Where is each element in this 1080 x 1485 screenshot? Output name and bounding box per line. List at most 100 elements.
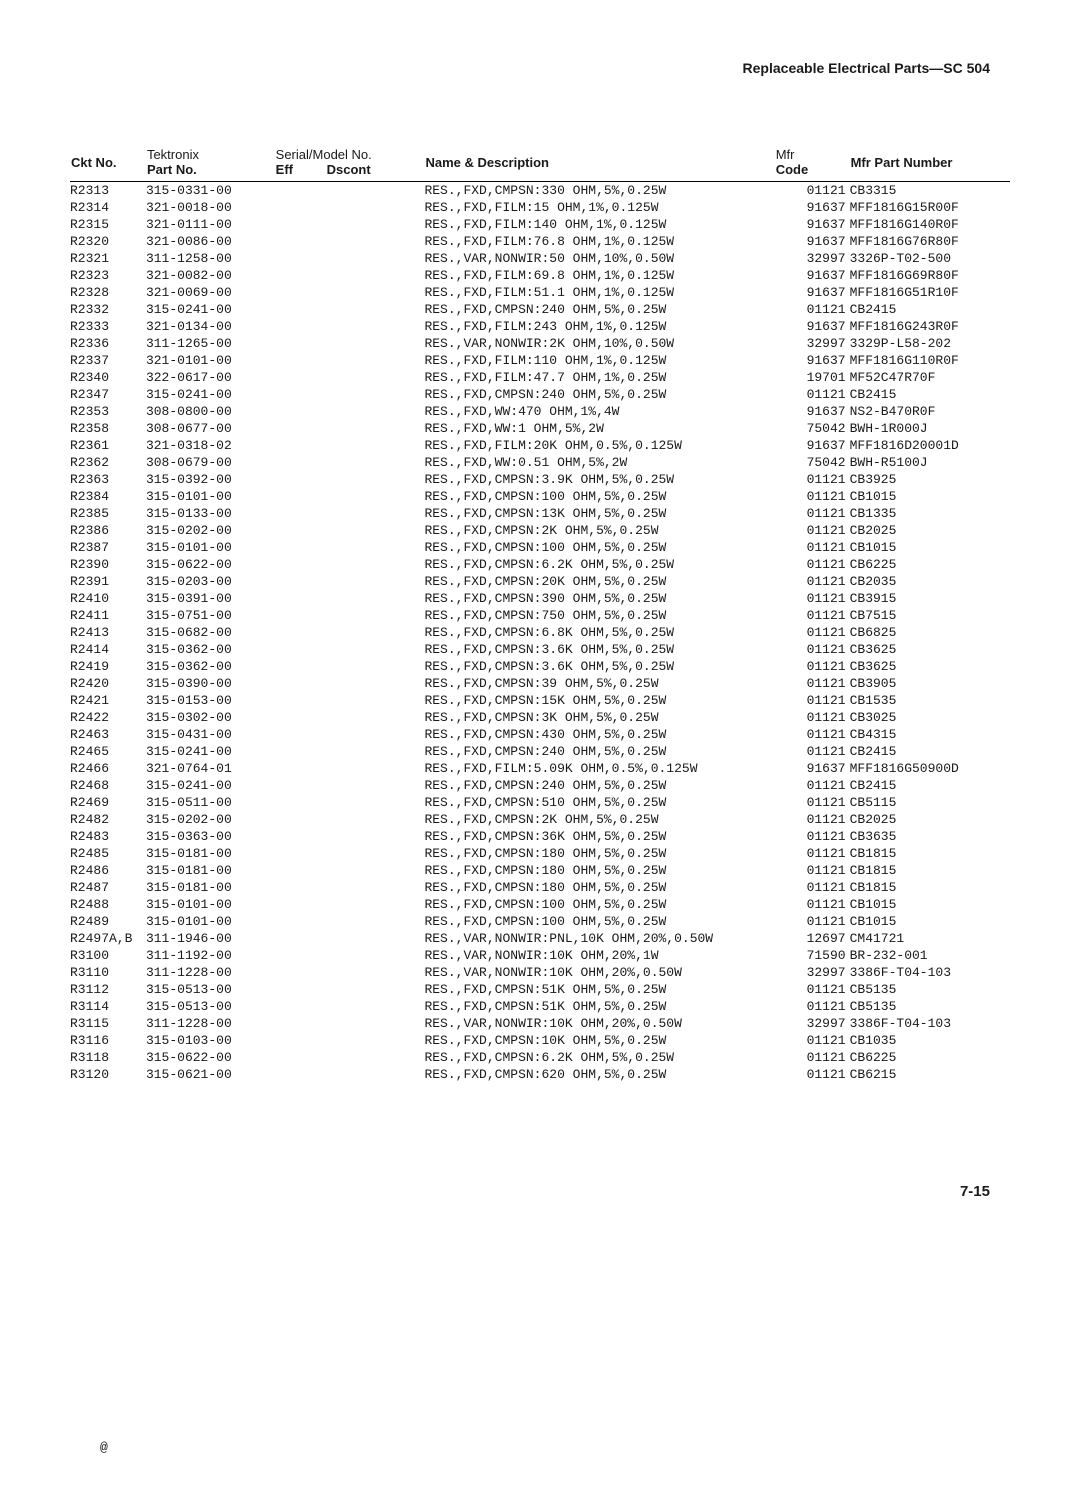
cell-name: RES.,FXD,CMPSN:100 OHM,5%,0.25W [424, 488, 774, 505]
cell-serial [275, 1066, 425, 1083]
cell-part: 315-0181-00 [146, 862, 275, 879]
table-row: R3120315-0621-00RES.,FXD,CMPSN:620 OHM,5… [70, 1066, 1010, 1083]
page-footer: 7-15 [70, 1183, 1010, 1200]
table-row: R2358308-0677-00RES.,FXD,WW:1 OHM,5%,2W7… [70, 420, 1010, 437]
table-row: R2420315-0390-00RES.,FXD,CMPSN:39 OHM,5%… [70, 675, 1010, 692]
cell-mfr: 01121 [775, 658, 850, 675]
table-row: R2497A,B311-1946-00RES.,VAR,NONWIR:PNL,1… [70, 930, 1010, 947]
table-row: R2489315-0101-00RES.,FXD,CMPSN:100 OHM,5… [70, 913, 1010, 930]
cell-name: RES.,FXD,CMPSN:750 OHM,5%,0.25W [424, 607, 774, 624]
cell-serial [275, 930, 425, 947]
col-name-header: Name & Description [424, 146, 774, 182]
cell-mpn: CB6225 [850, 1049, 1010, 1066]
cell-name: RES.,FXD,CMPSN:100 OHM,5%,0.25W [424, 539, 774, 556]
cell-ckt: R2358 [70, 420, 146, 437]
cell-name: RES.,FXD,CMPSN:620 OHM,5%,0.25W [424, 1066, 774, 1083]
cell-mpn: CB1015 [850, 896, 1010, 913]
cell-mpn: MFF1816G243R0F [850, 318, 1010, 335]
cell-ckt: R2321 [70, 250, 146, 267]
cell-ckt: R2385 [70, 505, 146, 522]
cell-serial [275, 726, 425, 743]
cell-part: 315-0362-00 [146, 641, 275, 658]
cell-mpn: MFF1816G15R00F [850, 199, 1010, 216]
cell-serial [275, 1015, 425, 1032]
cell-mpn: CB1035 [850, 1032, 1010, 1049]
cell-mfr: 01121 [775, 862, 850, 879]
cell-ckt: R2386 [70, 522, 146, 539]
cell-part: 321-0134-00 [146, 318, 275, 335]
cell-name: RES.,FXD,CMPSN:3.6K OHM,5%,0.25W [424, 641, 774, 658]
cell-mfr: 32997 [775, 964, 850, 981]
cell-serial [275, 981, 425, 998]
cell-part: 315-0331-00 [146, 182, 275, 200]
col-serial-eff: Eff [276, 162, 293, 177]
parts-table: Ckt No. Tektronix Part No. Serial/Model … [70, 146, 1010, 1083]
cell-serial [275, 199, 425, 216]
cell-name: RES.,FXD,CMPSN:6.8K OHM,5%,0.25W [424, 624, 774, 641]
cell-mfr: 91637 [775, 267, 850, 284]
cell-part: 311-1258-00 [146, 250, 275, 267]
cell-mpn: CB1015 [850, 913, 1010, 930]
cell-mpn: CB3625 [850, 641, 1010, 658]
cell-name: RES.,FXD,CMPSN:240 OHM,5%,0.25W [424, 743, 774, 760]
cell-serial [275, 216, 425, 233]
cell-part: 315-0513-00 [146, 981, 275, 998]
cell-name: RES.,FXD,FILM:110 OHM,1%,0.125W [424, 352, 774, 369]
col-mpn-header: Mfr Part Number [850, 146, 1010, 182]
cell-mfr: 01121 [775, 590, 850, 607]
cell-name: RES.,FXD,CMPSN:100 OHM,5%,0.25W [424, 913, 774, 930]
cell-part: 311-1192-00 [146, 947, 275, 964]
cell-ckt: R2384 [70, 488, 146, 505]
cell-mpn: CB3025 [850, 709, 1010, 726]
cell-mfr: 01121 [775, 828, 850, 845]
cell-ckt: R2315 [70, 216, 146, 233]
cell-part: 322-0617-00 [146, 369, 275, 386]
cell-serial [275, 267, 425, 284]
col-part-label1: Tektronix [147, 147, 274, 162]
cell-mfr: 01121 [775, 777, 850, 794]
rev-mark: @ [100, 1440, 108, 1455]
cell-mfr: 01121 [775, 573, 850, 590]
cell-ckt: R2485 [70, 845, 146, 862]
table-row: R2390315-0622-00RES.,FXD,CMPSN:6.2K OHM,… [70, 556, 1010, 573]
table-row: R3118315-0622-00RES.,FXD,CMPSN:6.2K OHM,… [70, 1049, 1010, 1066]
cell-name: RES.,FXD,FILM:51.1 OHM,1%,0.125W [424, 284, 774, 301]
cell-serial [275, 488, 425, 505]
cell-part: 308-0800-00 [146, 403, 275, 420]
table-row: R2411315-0751-00RES.,FXD,CMPSN:750 OHM,5… [70, 607, 1010, 624]
cell-mpn: CB1015 [850, 539, 1010, 556]
cell-part: 315-0241-00 [146, 743, 275, 760]
cell-mpn: CB5115 [850, 794, 1010, 811]
cell-mpn: CB2415 [850, 301, 1010, 318]
cell-serial [275, 471, 425, 488]
cell-name: RES.,FXD,CMPSN:240 OHM,5%,0.25W [424, 386, 774, 403]
cell-serial [275, 998, 425, 1015]
cell-serial [275, 845, 425, 862]
cell-mpn: 3329P-L58-202 [850, 335, 1010, 352]
cell-name: RES.,FXD,CMPSN:2K OHM,5%,0.25W [424, 811, 774, 828]
cell-ckt: R2333 [70, 318, 146, 335]
cell-mpn: 3386F-T04-103 [850, 964, 1010, 981]
cell-mfr: 32997 [775, 1015, 850, 1032]
table-row: R2391315-0203-00RES.,FXD,CMPSN:20K OHM,5… [70, 573, 1010, 590]
cell-serial [275, 539, 425, 556]
cell-part: 315-0390-00 [146, 675, 275, 692]
cell-mfr: 01121 [775, 1066, 850, 1083]
col-mfr-header: Mfr Code [775, 146, 850, 182]
cell-mpn: CB5135 [850, 998, 1010, 1015]
cell-ckt: R2414 [70, 641, 146, 658]
cell-part: 315-0101-00 [146, 913, 275, 930]
cell-ckt: R2353 [70, 403, 146, 420]
cell-mfr: 01121 [775, 182, 850, 200]
cell-name: RES.,FXD,CMPSN:3.9K OHM,5%,0.25W [424, 471, 774, 488]
cell-ckt: R2328 [70, 284, 146, 301]
cell-part: 321-0111-00 [146, 216, 275, 233]
cell-name: RES.,FXD,WW:0.51 OHM,5%,2W [424, 454, 774, 471]
cell-part: 311-1228-00 [146, 1015, 275, 1032]
cell-mpn: MFF1816G50900D [850, 760, 1010, 777]
cell-part: 315-0622-00 [146, 556, 275, 573]
cell-mpn: BR-232-001 [850, 947, 1010, 964]
cell-ckt: R2362 [70, 454, 146, 471]
cell-serial [275, 1032, 425, 1049]
cell-ckt: R2466 [70, 760, 146, 777]
